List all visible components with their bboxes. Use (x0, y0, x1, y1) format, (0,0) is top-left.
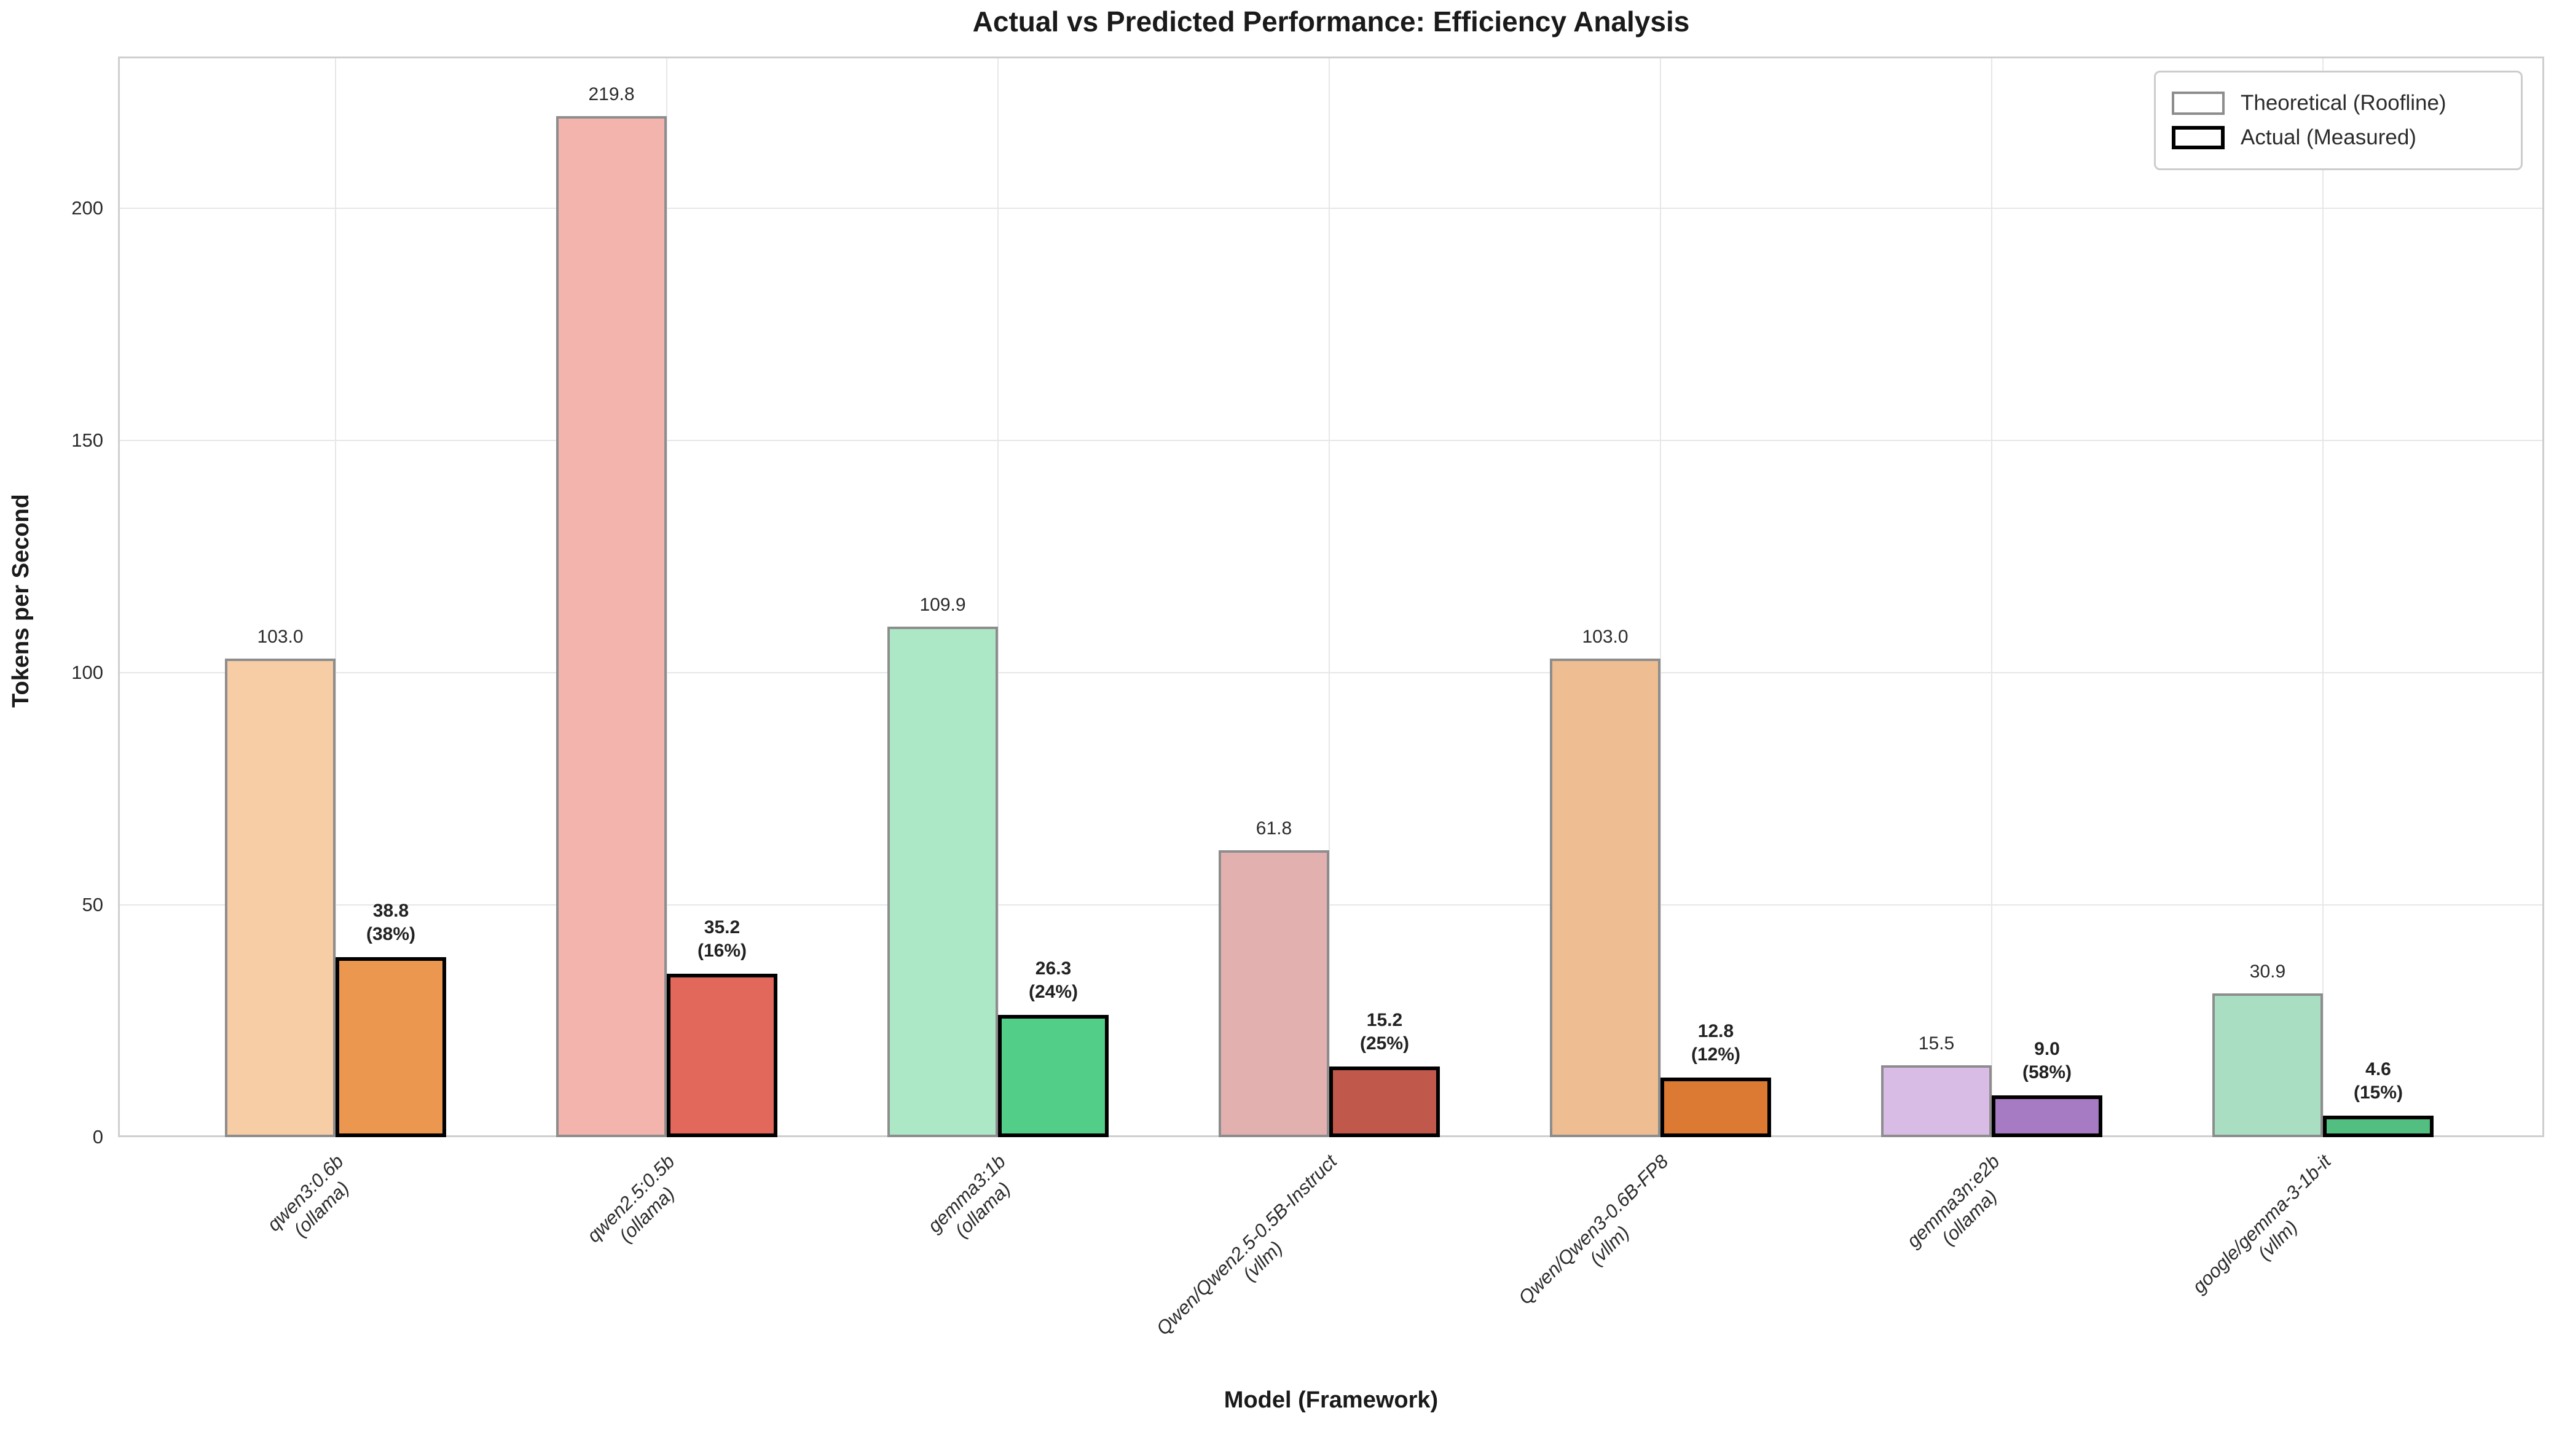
theoretical-bar (1881, 1065, 1992, 1137)
x-tick-label: Qwen/Qwen2.5-0.5B-Instruct (vllm) (1080, 1150, 1341, 1339)
y-tick-label: 200 (71, 197, 103, 219)
x-tick-label-text: qwen3:0.6b (ollama) (262, 1150, 364, 1252)
x-tick-model: Qwen/Qwen2.5-0.5B-Instruct (1152, 1150, 1342, 1340)
x-tick-label: google/gemma-3-1b-it (vllm) (2133, 1150, 2335, 1297)
legend-label-theoretical: Theoretical (Roofline) (2241, 91, 2446, 115)
theoretical-bar (556, 116, 667, 1137)
actual-value-label: 15.2 (1366, 1010, 1403, 1030)
legend-entry-actual: Actual (Measured) (2172, 125, 2505, 150)
actual-pct-label: (24%) (1028, 982, 1079, 1002)
y-tick-label: 0 (92, 1126, 103, 1148)
x-tick-label-text: google/gemma-3-1b-it (vllm) (2188, 1150, 2352, 1314)
y-tick-label: 50 (82, 894, 103, 915)
actual-bar (667, 974, 777, 1137)
actual-bar (998, 1015, 1109, 1137)
actual-bar (2323, 1116, 2434, 1137)
v-gridline (335, 57, 336, 1137)
chart-title: Actual vs Predicted Performance: Efficie… (972, 6, 1690, 37)
theoretical-value-label: 103.0 (257, 627, 304, 647)
x-tick-label-text: qwen2.5:0.5b (ollama) (582, 1150, 695, 1263)
v-gridline (997, 57, 999, 1137)
theoretical-bar (2212, 993, 2323, 1137)
actual-bar (1992, 1095, 2102, 1137)
actual-pct-label: (38%) (366, 924, 416, 944)
actual-pct-label: (25%) (1359, 1033, 1410, 1054)
h-gridline (118, 672, 2544, 673)
theoretical-bar (1219, 850, 1329, 1137)
y-tick-label: 100 (71, 662, 103, 683)
v-gridline (1660, 57, 1661, 1137)
x-tick-framework: (vllm) (2253, 1216, 2302, 1264)
x-tick-model: Qwen/Qwen3-0.6B-FP8 (1514, 1150, 1673, 1309)
actual-pct-label: (16%) (697, 941, 747, 961)
x-axis-label: Model (Framework) (1224, 1387, 1439, 1413)
x-tick-label-text: Qwen/Qwen2.5-0.5B-Instruct (vllm) (1152, 1150, 1358, 1356)
h-gridline (118, 440, 2544, 441)
actual-bar (1329, 1067, 1440, 1137)
v-gridline (1329, 57, 1330, 1137)
legend-entry-theoretical: Theoretical (Roofline) (2172, 91, 2505, 115)
theoretical-value-label: 61.8 (1255, 818, 1292, 839)
v-gridline (1991, 57, 1992, 1137)
theoretical-value-label: 219.8 (588, 84, 635, 104)
theoretical-value-label: 103.0 (1582, 627, 1629, 647)
h-gridline (118, 904, 2544, 906)
v-gridline (2322, 57, 2324, 1137)
theoretical-value-label: 109.9 (919, 595, 966, 615)
theoretical-value-label: 15.5 (1918, 1033, 1955, 1054)
x-tick-label: gemma3:1b (ollama) (894, 1150, 1015, 1242)
actual-value-label: 9.0 (2034, 1039, 2060, 1059)
theoretical-bar (887, 627, 998, 1137)
actual-bar (336, 957, 446, 1137)
x-tick-label: gemma3n:e2b (ollama) (1866, 1150, 2004, 1252)
theoretical-value-label: 30.9 (2249, 961, 2286, 982)
legend: Theoretical (Roofline) Actual (Measured) (2154, 71, 2523, 170)
x-tick-framework: (vllm) (1585, 1221, 1634, 1270)
actual-value-label: 26.3 (1035, 958, 1072, 979)
actual-value-label: 4.6 (2365, 1059, 2391, 1079)
actual-value-label: 12.8 (1697, 1021, 1734, 1041)
legend-swatch-theoretical (2172, 92, 2225, 115)
actual-bar (1660, 1078, 1771, 1137)
actual-pct-label: (15%) (2353, 1082, 2403, 1103)
theoretical-bar (1550, 659, 1660, 1137)
actual-pct-label: (12%) (1691, 1044, 1741, 1065)
y-tick-label: 150 (71, 429, 103, 451)
x-tick-label: qwen2.5:0.5b (ollama) (549, 1150, 678, 1247)
theoretical-bar (225, 659, 336, 1137)
x-tick-label-text: gemma3:1b (ollama) (923, 1150, 1026, 1253)
h-gridline (118, 208, 2544, 209)
v-gridline (666, 57, 667, 1137)
legend-swatch-actual (2172, 126, 2225, 149)
legend-label-actual: Actual (Measured) (2241, 125, 2416, 149)
actual-pct-label: (58%) (2022, 1062, 2072, 1082)
actual-value-label: 35.2 (704, 917, 741, 937)
x-tick-label: qwen3:0.6b (ollama) (234, 1150, 353, 1241)
actual-value-label: 38.8 (372, 901, 409, 921)
x-tick-label: Qwen/Qwen3-0.6B-FP8 (vllm) (1455, 1150, 1672, 1309)
x-tick-model: google/gemma-3-1b-it (2188, 1150, 2335, 1297)
x-tick-framework: (vllm) (1238, 1237, 1287, 1285)
x-tick-label-text: gemma3n:e2b (ollama) (1902, 1150, 2020, 1268)
x-tick-label-text: Qwen/Qwen3-0.6B-FP8 (vllm) (1514, 1150, 1689, 1325)
